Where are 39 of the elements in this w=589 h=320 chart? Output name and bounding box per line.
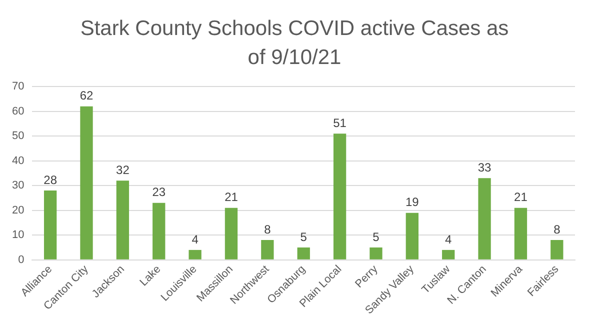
y-tick-label: 60 [12, 105, 24, 118]
bar [44, 190, 57, 260]
bar [116, 180, 130, 260]
data-label: 23 [152, 185, 166, 200]
bar [261, 240, 274, 260]
data-label: 8 [264, 222, 272, 236]
y-tick-label: 30 [12, 180, 24, 192]
bar [406, 212, 419, 260]
chart-title: Stark County Schools COVID active Cases as of 9/10/21 [80, 16, 510, 71]
data-label: 19 [405, 195, 420, 210]
data-label: 62 [80, 88, 94, 103]
y-tick-label: 70 [12, 80, 24, 93]
data-label: 21 [224, 190, 238, 204]
y-tick-label: 10 [12, 229, 24, 242]
bar [80, 106, 93, 260]
bar [550, 240, 564, 260]
data-label: 28 [44, 172, 58, 187]
data-label: 4 [445, 232, 452, 246]
bar [442, 250, 455, 260]
data-label: 21 [514, 190, 528, 204]
bar [514, 208, 528, 260]
y-tick-label: 50 [12, 130, 24, 142]
bar [297, 247, 310, 260]
data-label: 5 [372, 230, 380, 244]
data-label: 51 [333, 116, 347, 130]
data-label: 32 [116, 162, 130, 177]
bar [478, 178, 491, 260]
data-label: 33 [478, 160, 492, 174]
data-label: 8 [554, 222, 561, 236]
y-tick-label: 40 [12, 154, 24, 167]
bar [152, 202, 166, 260]
bar [370, 247, 382, 260]
data-label: 5 [300, 230, 308, 244]
bar [333, 134, 346, 260]
data-label: 4 [192, 232, 199, 246]
bar [224, 208, 238, 260]
y-tick-label: 0 [18, 254, 24, 266]
bar [188, 250, 202, 260]
y-tick-label: 20 [12, 204, 24, 216]
